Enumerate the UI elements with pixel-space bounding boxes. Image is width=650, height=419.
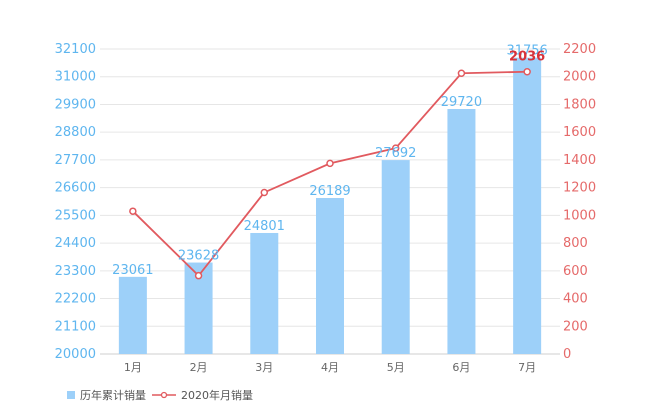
bar-7 bbox=[513, 57, 542, 354]
right-tick-label: 1800 bbox=[563, 97, 596, 112]
left-tick-label: 29900 bbox=[55, 97, 96, 112]
left-tick-label: 22200 bbox=[55, 292, 96, 307]
legend-bar-label: 历年累计销量 bbox=[80, 388, 146, 402]
bar-data-label: 23061 bbox=[112, 263, 153, 278]
x-tick-label: 4月 bbox=[321, 361, 339, 374]
left-tick-label: 21100 bbox=[55, 319, 96, 334]
left-tick-label: 27700 bbox=[55, 153, 96, 168]
legend-bar-swatch bbox=[67, 391, 75, 399]
line-peak-label: 2036 bbox=[509, 50, 545, 65]
x-tick-label: 5月 bbox=[387, 361, 405, 374]
bar-data-label: 24801 bbox=[244, 219, 285, 234]
left-y-axis-ticks: 20000 21100 22200 23300 24400 25500 26600 27700… bbox=[55, 42, 96, 362]
bar-series bbox=[118, 57, 542, 355]
left-tick-label: 32100 bbox=[55, 42, 96, 57]
line-highlight: 2036 bbox=[509, 50, 545, 65]
left-tick-label: 25500 bbox=[55, 208, 96, 223]
right-tick-label: 1000 bbox=[563, 208, 596, 223]
line-point-1 bbox=[129, 207, 137, 215]
bar-data-label: 29720 bbox=[441, 95, 482, 110]
legend: 历年累计销量 2020年月销量 bbox=[67, 388, 253, 402]
bar-data-label: 31756 bbox=[506, 44, 547, 59]
right-tick-label: 200 bbox=[563, 319, 588, 334]
x-tick-label: 6月 bbox=[452, 361, 470, 374]
left-tick-label: 24400 bbox=[55, 236, 96, 251]
left-tick-label: 31000 bbox=[55, 70, 96, 85]
left-tick-label: 20000 bbox=[55, 347, 96, 362]
right-tick-label: 600 bbox=[563, 264, 588, 279]
line-series bbox=[129, 67, 531, 280]
bar-data-label: 23628 bbox=[178, 249, 219, 264]
right-y-axis-ticks: 0 200 400 600 800 1000 1200 1400 1600 1800 2000 220… bbox=[563, 42, 596, 362]
line-point-2 bbox=[194, 271, 203, 280]
x-axis-ticks: 1月 2月 3月 4月 5月 6月 7月 bbox=[124, 361, 536, 374]
x-tick-label: 3月 bbox=[255, 361, 273, 374]
line-point-3 bbox=[260, 188, 269, 197]
x-tick-label: 7月 bbox=[518, 361, 536, 374]
bar-4 bbox=[316, 197, 344, 354]
bar-5 bbox=[381, 160, 410, 354]
right-tick-label: 1200 bbox=[563, 181, 596, 196]
right-tick-label: 2200 bbox=[563, 42, 596, 57]
line-point-6 bbox=[457, 69, 466, 78]
right-tick-label: 1400 bbox=[563, 153, 596, 168]
bar-data-labels: 23061 23628 24801 26189 27692 29720 31756 bbox=[112, 44, 548, 278]
line-point-5 bbox=[391, 144, 400, 152]
legend-line-marker bbox=[160, 391, 168, 399]
right-tick-label: 2000 bbox=[563, 70, 596, 85]
right-tick-label: 800 bbox=[563, 236, 588, 251]
bar-3 bbox=[250, 232, 279, 354]
right-tick-label: 0 bbox=[563, 347, 571, 362]
bar-1 bbox=[118, 276, 147, 354]
left-tick-label: 28800 bbox=[55, 125, 96, 140]
line-point-7 bbox=[523, 67, 531, 76]
bar-6 bbox=[447, 108, 476, 355]
right-tick-label: 400 bbox=[563, 292, 588, 307]
line-point-4 bbox=[326, 159, 334, 168]
bar-data-label: 27692 bbox=[375, 146, 416, 161]
right-tick-label: 1600 bbox=[563, 125, 596, 140]
legend-line-label: 2020年月销量 bbox=[181, 388, 253, 402]
x-tick-label: 1月 bbox=[124, 361, 142, 374]
x-tick-label: 2月 bbox=[190, 361, 208, 374]
left-tick-label: 23300 bbox=[55, 264, 96, 279]
bar-data-label: 26189 bbox=[309, 184, 350, 199]
left-tick-label: 26600 bbox=[55, 181, 96, 196]
